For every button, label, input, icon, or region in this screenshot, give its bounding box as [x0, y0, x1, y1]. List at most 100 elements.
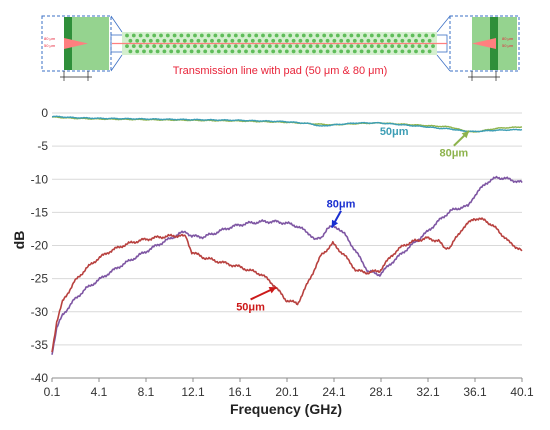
- via-dot: [363, 44, 367, 48]
- x-tick-label: 28.1: [369, 385, 393, 399]
- via-dot: [274, 44, 279, 48]
- via-dot: [332, 38, 337, 43]
- dim-label: 80 μm: [44, 36, 56, 41]
- via-dot: [403, 33, 408, 38]
- via-dot: [182, 38, 187, 43]
- via-dot: [383, 44, 388, 48]
- y-tick-label: -25: [31, 272, 49, 286]
- via-dot: [318, 49, 323, 54]
- via-dot: [182, 49, 187, 54]
- via-dot: [196, 49, 201, 54]
- via-dot: [295, 44, 299, 48]
- via-dot: [390, 33, 395, 38]
- via-dot: [420, 49, 425, 54]
- chart-series: [51, 115, 523, 355]
- y-tick-label: -30: [31, 305, 49, 319]
- via-dot: [410, 44, 415, 48]
- via-dot: [257, 49, 262, 54]
- right-pad-block: 80 μm 50 μm: [449, 15, 520, 81]
- chart-annotations: 50μm 80μm 80μm 50μm: [236, 126, 470, 313]
- via-dot: [359, 49, 364, 54]
- via-dot: [356, 44, 361, 48]
- via-dot: [237, 38, 242, 43]
- x-tick-label: 12.1: [181, 385, 205, 399]
- via-array: [125, 33, 435, 54]
- via-dot: [189, 38, 194, 43]
- via-dot: [288, 33, 293, 38]
- via-dot: [332, 49, 337, 54]
- via-dot: [148, 49, 153, 54]
- dim-label: 50 μm: [502, 43, 514, 48]
- via-dot: [264, 49, 269, 54]
- via-dot: [315, 33, 320, 38]
- via-dot: [227, 33, 231, 38]
- zoom-connector: [436, 15, 451, 33]
- via-dot: [363, 33, 367, 38]
- via-dot: [352, 49, 357, 54]
- via-dot: [213, 44, 218, 48]
- pad-frame: [449, 15, 520, 72]
- via-dot: [322, 44, 327, 48]
- via-dot: [125, 33, 129, 38]
- via-dot: [203, 38, 208, 43]
- annotation-label: 80μm: [439, 148, 468, 160]
- via-dot: [335, 33, 340, 38]
- via-dot: [230, 49, 235, 54]
- via-dot: [284, 38, 289, 43]
- via-dot: [179, 44, 184, 48]
- via-dot: [250, 38, 255, 43]
- via-dot: [131, 44, 136, 48]
- via-dot: [383, 33, 388, 38]
- via-dot: [267, 44, 272, 48]
- y-tick-label: -40: [31, 371, 49, 385]
- via-dot: [393, 38, 398, 43]
- via-dot: [210, 49, 214, 54]
- via-dot: [390, 44, 395, 48]
- via-dot: [366, 49, 371, 54]
- via-dot: [376, 33, 381, 38]
- via-dot: [349, 44, 354, 48]
- via-dot: [397, 33, 401, 38]
- transmission-line-inset: 80 μm 50 μm 80 μm 50 μm Transmission line wi…: [41, 15, 520, 87]
- via-dot: [342, 33, 347, 38]
- via-dot: [138, 33, 143, 38]
- via-dot: [339, 49, 344, 54]
- via-dot: [135, 38, 140, 43]
- annotation-arrowhead: [331, 219, 339, 228]
- via-dot: [172, 33, 177, 38]
- signal-taper: [472, 38, 496, 49]
- via-dot: [335, 44, 340, 48]
- annotation-label: 50μm: [380, 126, 409, 138]
- via-dot: [148, 38, 153, 43]
- x-tick-label: 40.1: [510, 385, 534, 399]
- x-tick-label: 24.1: [322, 385, 346, 399]
- via-dot: [393, 49, 398, 54]
- via-dot: [400, 38, 405, 43]
- series-line-s11_80: [51, 175, 523, 355]
- via-dot: [288, 44, 293, 48]
- via-dot: [128, 49, 133, 54]
- via-dot: [414, 38, 418, 43]
- via-dot: [342, 44, 347, 48]
- via-dot: [264, 38, 269, 43]
- via-dot: [397, 44, 401, 48]
- via-dot: [128, 38, 133, 43]
- via-dot: [312, 49, 316, 54]
- via-dot: [431, 33, 435, 38]
- via-dot: [159, 33, 163, 38]
- via-dot: [349, 33, 354, 38]
- via-dot: [193, 44, 197, 48]
- via-dot: [216, 49, 221, 54]
- via-dot: [186, 33, 191, 38]
- via-dot: [155, 49, 160, 54]
- via-dot: [329, 44, 333, 48]
- via-dot: [196, 38, 201, 43]
- via-dot: [169, 38, 174, 43]
- via-dot: [424, 33, 429, 38]
- series-line-s21_50: [51, 115, 523, 133]
- via-dot: [274, 33, 279, 38]
- via-dot: [261, 44, 265, 48]
- via-dot: [267, 33, 272, 38]
- via-dot: [125, 44, 129, 48]
- y-tick-label: -20: [31, 239, 49, 253]
